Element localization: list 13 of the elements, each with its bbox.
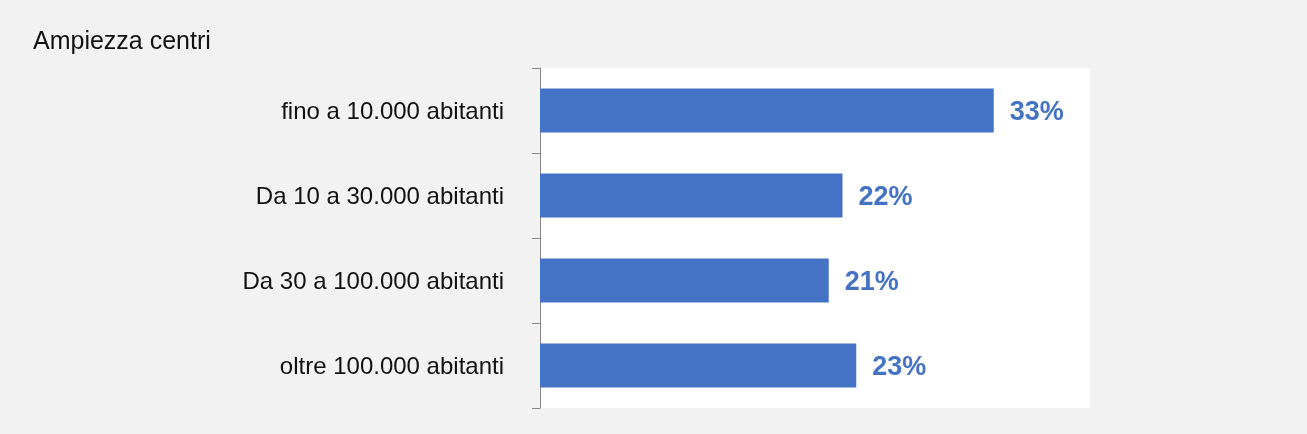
bar <box>540 258 829 303</box>
text: Ampiezza centri <box>33 25 211 54</box>
data-label: 22% <box>858 180 913 211</box>
bar <box>540 343 857 388</box>
y-tick-label: fino a 10.000 abitanti <box>281 97 504 124</box>
bar <box>540 88 994 133</box>
bar <box>540 173 843 218</box>
y-tick-label: oltre 100.000 abitanti <box>279 352 504 379</box>
y-tick-label: Da 10 a 30.000 abitanti <box>255 182 504 209</box>
data-label: 33% <box>1009 95 1064 126</box>
data-label: 21% <box>844 265 899 296</box>
y-tick-label: Da 30 a 100.000 abitanti <box>242 267 504 294</box>
data-label: 23% <box>872 350 927 381</box>
